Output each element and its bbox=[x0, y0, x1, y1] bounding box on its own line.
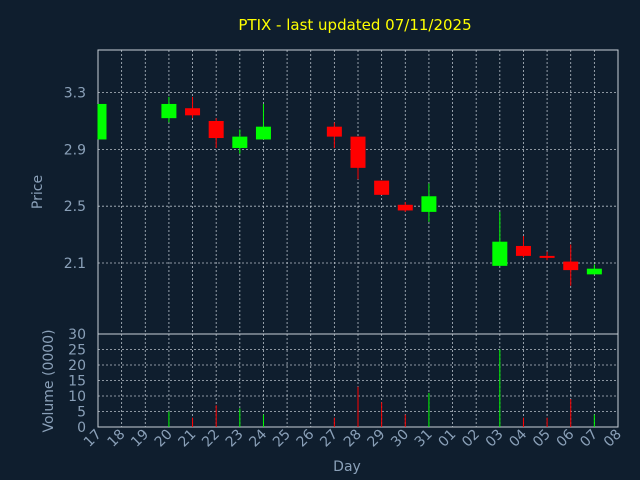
candle-body bbox=[185, 108, 201, 116]
candle-body bbox=[563, 261, 579, 271]
candle-07 bbox=[586, 264, 602, 275]
price-tick-label: 2.1 bbox=[64, 256, 86, 272]
x-tick-label: 27 bbox=[317, 427, 341, 451]
candle-body bbox=[161, 103, 177, 119]
x-axis: 17 18 19 20 21 22 23 24 25 26 27 28 29 30 31 01 02 03 04 05… bbox=[81, 426, 625, 450]
candle-body bbox=[350, 136, 366, 168]
candle-body bbox=[326, 126, 342, 137]
candle-body bbox=[515, 245, 531, 256]
price-tick-label: 2.5 bbox=[64, 199, 86, 215]
candle-29 bbox=[374, 180, 390, 195]
candle-17 bbox=[97, 103, 107, 140]
x-tick-label: 29 bbox=[365, 427, 389, 451]
volume-tick-label: 10 bbox=[68, 389, 86, 405]
x-tick-label: 01 bbox=[435, 427, 459, 451]
volume-tick-label: 15 bbox=[68, 374, 86, 390]
candle-body bbox=[539, 255, 555, 258]
volume-tick-label: 0 bbox=[77, 420, 86, 436]
candle-24 bbox=[255, 103, 271, 140]
volume-tick-label: 25 bbox=[68, 343, 86, 359]
candle-body bbox=[586, 268, 602, 275]
candle-21 bbox=[185, 96, 201, 119]
volume-axis-label: Volume (0000) bbox=[41, 329, 57, 432]
candle-body bbox=[492, 241, 508, 266]
chart-title: PTIX - last updated 07/11/2025 bbox=[238, 16, 471, 34]
x-tick-label: 30 bbox=[388, 427, 412, 451]
x-tick-label: 06 bbox=[554, 426, 578, 450]
x-tick-label: 19 bbox=[128, 427, 152, 451]
candle-body bbox=[397, 204, 413, 211]
price-tick-label: 3.3 bbox=[64, 86, 86, 102]
candle-03 bbox=[492, 211, 508, 266]
candle-22 bbox=[208, 118, 224, 148]
candle-27 bbox=[326, 122, 342, 148]
candle-28 bbox=[350, 136, 366, 180]
price-tick-label: 2.9 bbox=[64, 142, 86, 158]
candle-23 bbox=[232, 129, 248, 154]
candle-body bbox=[374, 180, 390, 195]
volume-tick-label: 20 bbox=[68, 358, 86, 374]
x-tick-label: 25 bbox=[270, 427, 294, 451]
candle-body bbox=[255, 126, 271, 140]
candle-06 bbox=[563, 244, 579, 286]
x-tick-label: 28 bbox=[341, 427, 365, 451]
candle-body bbox=[421, 196, 437, 212]
volume-tick-label: 5 bbox=[77, 405, 86, 421]
x-tick-label: 04 bbox=[506, 426, 530, 450]
x-tick-label: 21 bbox=[175, 427, 199, 451]
candle-20 bbox=[161, 96, 177, 123]
candle-04 bbox=[515, 236, 531, 258]
candle-body bbox=[208, 121, 224, 139]
x-tick-label: 24 bbox=[246, 426, 270, 450]
price-axis-label: Price bbox=[30, 175, 46, 209]
x-tick-label: 02 bbox=[459, 427, 483, 451]
x-tick-label: 22 bbox=[199, 427, 223, 451]
x-tick-label: 08 bbox=[601, 427, 625, 451]
x-axis-label: Day bbox=[333, 459, 361, 475]
x-tick-label: 18 bbox=[105, 427, 129, 451]
candle-30 bbox=[397, 201, 413, 212]
x-tick-label: 23 bbox=[223, 427, 247, 451]
candle-05 bbox=[539, 251, 555, 261]
price-panel: 3.3 2.9 2.5 2.1 bbox=[64, 49, 619, 335]
candle-31 bbox=[421, 183, 437, 222]
candle-body bbox=[98, 103, 107, 140]
volume-tick-label: 30 bbox=[68, 327, 86, 343]
x-tick-label: 31 bbox=[412, 427, 436, 451]
x-tick-label: 03 bbox=[483, 427, 507, 451]
candle-body bbox=[232, 136, 248, 148]
x-tick-label: 07 bbox=[577, 427, 601, 451]
x-tick-label: 26 bbox=[294, 426, 318, 450]
x-tick-label: 20 bbox=[152, 427, 176, 451]
x-tick-label: 05 bbox=[530, 427, 554, 451]
